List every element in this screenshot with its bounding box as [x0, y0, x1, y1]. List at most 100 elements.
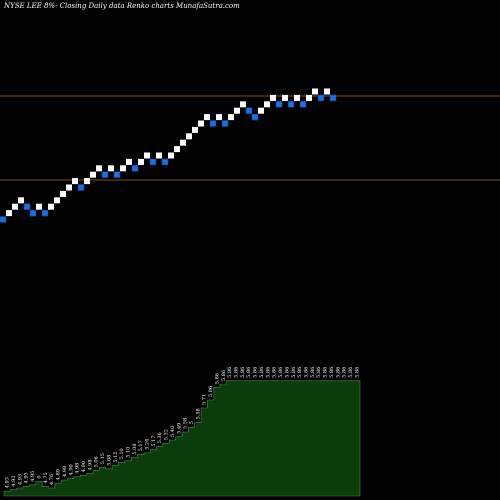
volume-label: 4.76 [49, 474, 55, 485]
renko-brick-down [221, 120, 229, 127]
volume-label: 5.15 [100, 453, 106, 464]
volume-label: 5.17 [151, 435, 157, 446]
renko-brick-up [54, 197, 60, 204]
renko-brick-down [113, 171, 121, 178]
renko-brick-up [216, 114, 222, 121]
renko-brick-down [275, 101, 283, 108]
volume-label: 5.86 [291, 367, 297, 378]
volume-label: 0 [37, 475, 43, 478]
volume-label: 5.06 [94, 456, 100, 467]
renko-brick-up [90, 171, 96, 178]
renko-brick-up [228, 114, 234, 121]
volume-label: 5.86 [272, 367, 278, 378]
renko-brick-up [234, 107, 240, 114]
renko-brick-up [18, 197, 24, 204]
renko-brick-up [180, 139, 186, 146]
volume-label: 5.86 [329, 367, 335, 378]
volume-label: 5.86 [208, 386, 214, 397]
renko-brick-up [36, 203, 42, 210]
volume-label: 5.10 [119, 448, 125, 459]
renko-brick-up [138, 158, 144, 165]
volume-area [3, 380, 361, 497]
renko-brick-down [245, 107, 253, 114]
volume-label: 5.36 [157, 432, 163, 443]
volume-label: 4.93 [24, 472, 30, 483]
volume-label: 5.15 [113, 451, 119, 462]
renko-brick-up [126, 158, 132, 165]
renko-brick-up [12, 203, 18, 210]
renko-brick-down [0, 216, 7, 223]
volume-label: 5.86 [215, 373, 221, 384]
renko-brick-up [174, 146, 180, 153]
volume-label: 5.32 [164, 429, 170, 440]
renko-brick-up [198, 120, 204, 127]
volume-label: 5.08 [106, 455, 112, 466]
guide-lines [0, 95, 500, 181]
renko-brick-up [60, 190, 66, 197]
renko-brick-up [306, 94, 312, 101]
chart-title: NYSE LEE 8%- Closing Daily data Renko ch… [3, 2, 240, 10]
volume-label: 5.86 [297, 367, 303, 378]
volume-label: 5.86 [240, 367, 246, 378]
volume-label: 4.93 [5, 477, 11, 488]
volume-label: 4.90 [81, 461, 87, 472]
volume-label: 5.86 [348, 367, 354, 378]
renko-brick-up [270, 94, 276, 101]
renko-brick-up [144, 152, 150, 159]
renko-brick-up [294, 94, 300, 101]
renko-brick-up [72, 178, 78, 185]
renko-brick-down [23, 203, 31, 210]
renko-brick-up [48, 203, 54, 210]
volume-label: 5.86 [265, 367, 271, 378]
volume-label: 5.86 [323, 367, 329, 378]
renko-brick-down [29, 209, 37, 217]
volume-label: 5.86 [246, 367, 252, 378]
renko-brick-up [192, 126, 198, 133]
volume-label: 4.95 [30, 471, 36, 482]
volume-label: 5.08 [132, 443, 138, 454]
volume-label: 4.93 [17, 474, 23, 485]
renko-brick-up [264, 101, 270, 108]
volume-label: 4.93 [11, 475, 17, 486]
renko-brick-up [108, 165, 114, 172]
renko-brick-up [96, 165, 102, 172]
renko-brick-up [120, 165, 126, 172]
renko-brick-up [282, 94, 288, 101]
volume-label: 5.17 [138, 440, 144, 451]
renko-brick-down [41, 209, 49, 217]
volume-label: 5.86 [310, 367, 316, 378]
renko-brick-up [204, 114, 210, 121]
volume-label: 5.86 [227, 367, 233, 378]
renko-brick-down [209, 120, 217, 127]
renko-brick-down [299, 101, 307, 108]
volume-label: 4.90 [68, 464, 74, 475]
renko-brick-down [77, 184, 85, 191]
renko-brick-down [131, 165, 139, 172]
volume-label: 5.86 [278, 367, 284, 378]
volume-label: 5.86 [342, 367, 348, 378]
volume-label: 5.86 [335, 367, 341, 378]
renko-brick-up [258, 107, 264, 114]
volume-label: 5.58 [195, 408, 201, 419]
volume-label: 5.86 [304, 367, 310, 378]
renko-brick-down [329, 94, 337, 102]
renko-brick-up [240, 101, 246, 108]
volume-label: 5.86 [284, 367, 290, 378]
volume-label: 5.86 [221, 370, 227, 381]
renko-brick-down [149, 158, 157, 166]
renko-brick-up [66, 184, 72, 191]
volume-label: 5.86 [259, 367, 265, 378]
renko-brick-down [317, 94, 325, 102]
renko-brick-down [287, 101, 295, 108]
renko-brick-up [312, 88, 318, 95]
volume-label: 4.98 [62, 466, 68, 477]
volume-label: 5.86 [316, 367, 322, 378]
volume-label: 4.98 [87, 459, 93, 470]
volume-label: 5 [189, 421, 195, 424]
renko-brick-up [6, 210, 12, 217]
renko-brick-up [324, 88, 330, 95]
renko-brick-up [156, 152, 162, 159]
volume-label: 5.10 [126, 447, 132, 458]
volume-label: 5.71 [202, 394, 208, 405]
